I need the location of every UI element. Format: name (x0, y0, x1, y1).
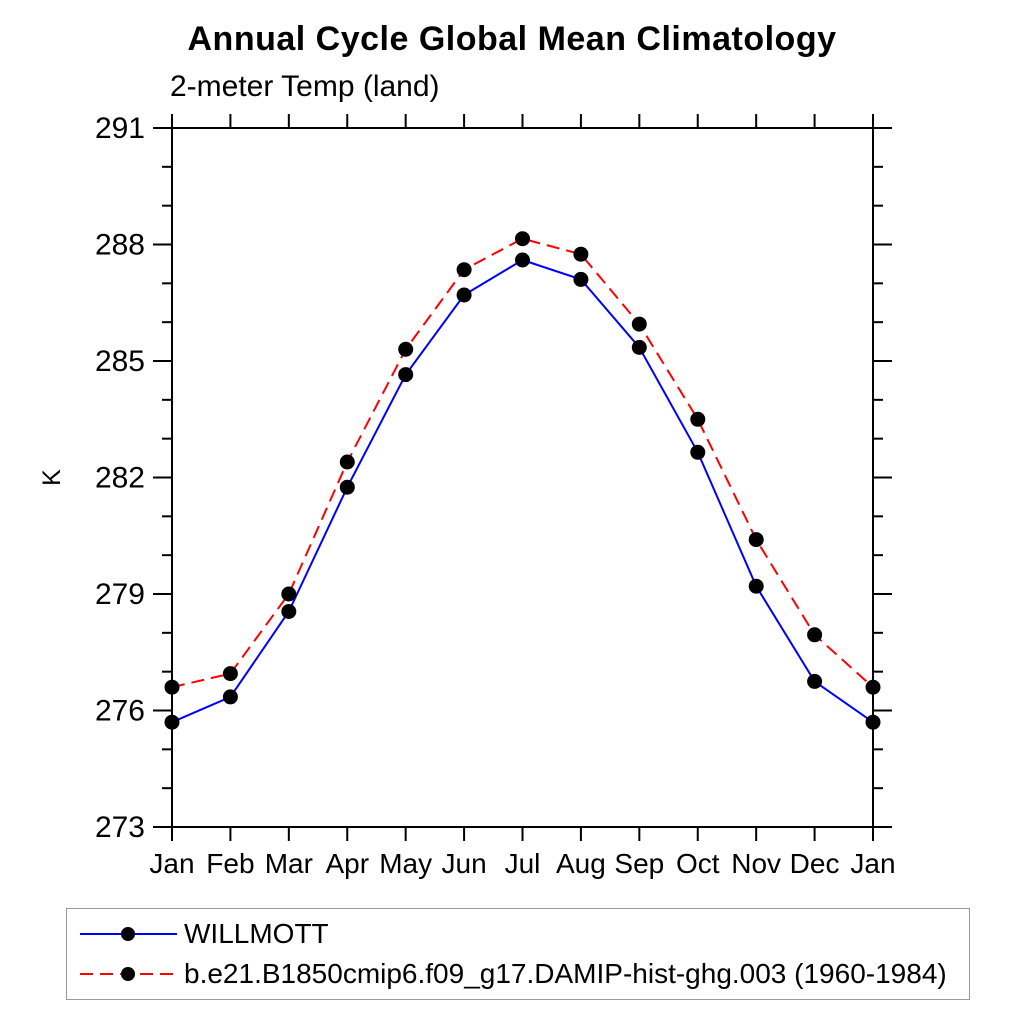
series-line-1 (171, 237, 874, 689)
y-tick-label: 276 (95, 695, 145, 728)
legend-label-model: b.e21.B1850cmip6.f09_g17.DAMIP-hist-ghg.… (184, 958, 947, 989)
x-tick-label: Aug (556, 848, 606, 879)
x-tick-label: Sep (614, 848, 664, 879)
x-tick-label: Apr (325, 848, 369, 879)
data-point-marker (865, 714, 881, 730)
data-point-marker (573, 271, 589, 287)
data-point-marker (690, 444, 706, 460)
data-point-marker (222, 666, 238, 682)
chart-subtitle: 2-meter Temp (land) (170, 70, 440, 103)
x-tick-label: Jul (505, 848, 541, 879)
x-tick-label: Dec (790, 848, 840, 879)
data-point-marker (690, 411, 706, 427)
data-point-marker (807, 627, 823, 643)
legend-swatch-solid-line-icon (80, 927, 177, 941)
data-point-marker (164, 679, 180, 695)
y-tick-label: 273 (95, 811, 145, 844)
data-point-marker (515, 231, 530, 247)
y-tick-label: 288 (95, 229, 145, 262)
data-point-marker (222, 689, 238, 705)
x-tick-label: Jan (149, 848, 194, 879)
x-tick-label: Feb (206, 848, 254, 879)
data-point-marker (573, 246, 589, 262)
data-point-marker (631, 339, 647, 355)
x-tick-label: Nov (731, 848, 781, 879)
y-tick-label: 282 (95, 462, 145, 495)
x-tick-label: Oct (676, 848, 720, 879)
y-tick-label: 291 (95, 112, 145, 145)
legend-marker-dot (121, 967, 135, 981)
data-point-marker (865, 679, 881, 695)
legend-item-model: b.e21.B1850cmip6.f09_g17.DAMIP-hist-ghg.… (67, 954, 969, 994)
x-tick-label: May (379, 848, 432, 879)
data-point-marker (748, 578, 764, 594)
data-point-marker (398, 367, 414, 383)
data-point-marker (339, 454, 355, 470)
data-point-marker (398, 341, 414, 357)
y-tick-label: 285 (95, 345, 145, 378)
data-point-marker (281, 604, 297, 619)
data-point-marker (748, 532, 764, 548)
data-point-marker (164, 714, 180, 730)
data-point-marker (456, 262, 472, 278)
legend-item-willmott: WILLMOTT (67, 914, 969, 954)
legend: WILLMOTT b.e21.B1850cmip6.f09_g17.DAMIP-… (66, 908, 970, 1000)
legend-swatch-dashed-line-icon (80, 967, 177, 981)
data-point-marker (456, 287, 472, 303)
series-line-0 (171, 258, 874, 724)
x-tick-label: Jun (442, 848, 487, 879)
data-point-marker (631, 316, 647, 332)
legend-label-willmott: WILLMOTT (184, 918, 329, 949)
data-point-marker (281, 586, 297, 602)
legend-marker-dot (121, 927, 135, 941)
chart-title: Annual Cycle Global Mean Climatology (187, 20, 837, 58)
data-point-marker (515, 252, 530, 268)
x-tick-label: Jan (850, 848, 895, 879)
data-point-marker (807, 673, 823, 689)
x-tick-label: Mar (265, 848, 313, 879)
data-point-marker (339, 479, 355, 495)
y-tick-label: 279 (95, 578, 145, 611)
